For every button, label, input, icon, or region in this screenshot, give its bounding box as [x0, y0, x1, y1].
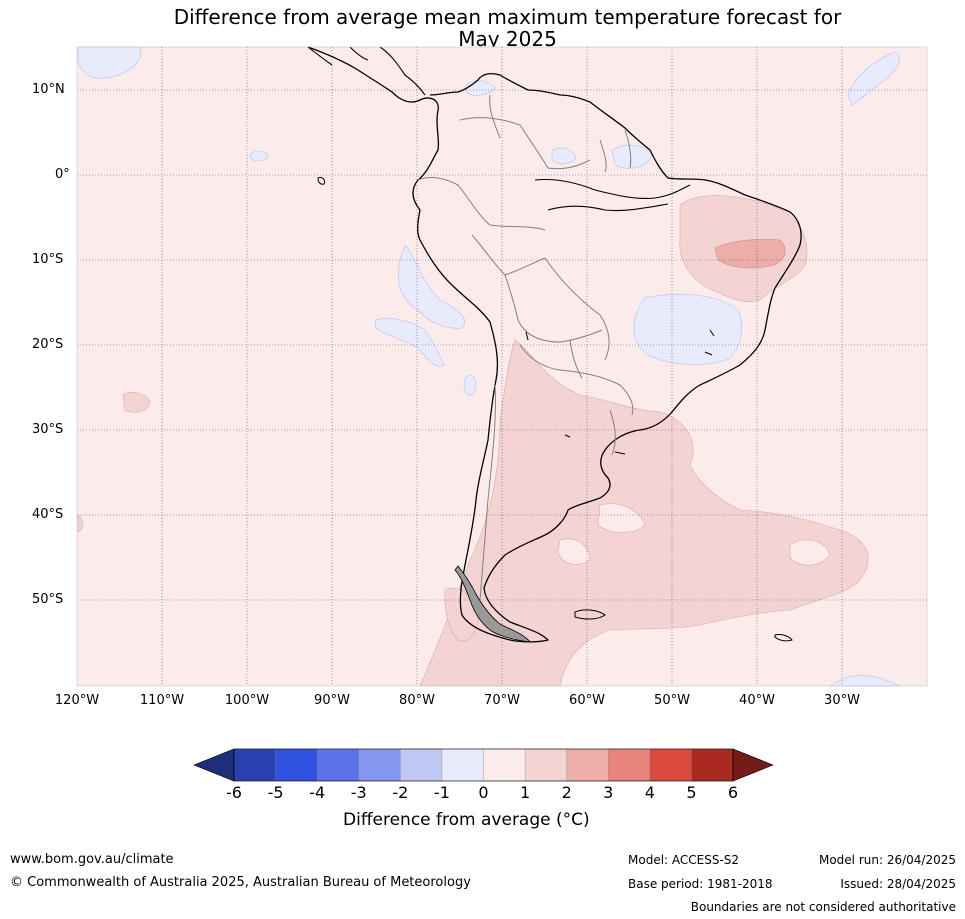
colorbar-segment	[233, 748, 277, 782]
south-america-coastline	[307, 46, 802, 643]
lon-label-100w: 100°W	[224, 693, 270, 708]
lon-label-70w: 70°W	[484, 693, 520, 708]
colorbar-segment	[441, 748, 485, 782]
central-america-coastline	[307, 46, 426, 96]
colorbar-segment	[566, 748, 609, 782]
colorbar-right-arrow	[732, 748, 774, 782]
amazon-river	[534, 178, 691, 212]
lon-label-90w: 90°W	[314, 693, 350, 708]
colorbar-tick-label: 5	[686, 783, 697, 802]
lon-label-120w: 120°W	[54, 693, 100, 708]
neutral-holes	[557, 503, 831, 566]
lon-label-40w: 40°W	[739, 693, 775, 708]
map-title-line1: Difference from average mean maximum tem…	[173, 5, 842, 29]
model-run-text: Model run: 26/04/2025	[818, 853, 956, 867]
lon-label-50w: 50°W	[654, 693, 690, 708]
lon-label-80w: 80°W	[399, 693, 435, 708]
graticule	[77, 47, 927, 686]
colorbar-tick-label: 2	[561, 783, 572, 802]
copyright-text: © Commonwealth of Australia 2025, Austra…	[10, 875, 471, 890]
colorbar-segment	[483, 748, 526, 782]
cool-anomaly-areas	[77, 46, 901, 687]
colorbar-tick-label: -5	[267, 783, 284, 802]
colorbar-segment	[400, 748, 443, 782]
map-title-line2: May 2025	[458, 27, 557, 51]
issued-text: Issued: 28/04/2025	[840, 877, 956, 891]
lat-label-30s: 30°S	[32, 422, 64, 437]
lat-label-10s: 10°S	[32, 252, 64, 267]
website-text: www.bom.gov.au/climate	[10, 852, 174, 867]
colorbar-segment	[691, 748, 734, 782]
model-text: Model: ACCESS-S2	[628, 853, 740, 867]
tierra-del-fuego	[454, 565, 531, 643]
lat-label-20s: 20°S	[32, 337, 64, 352]
lat-label-50s: 50°S	[32, 592, 64, 607]
country-borders	[417, 94, 634, 601]
lat-label-10n: 10°N	[32, 82, 65, 97]
colorbar-frame	[233, 748, 734, 782]
colorbar-tick-label: 3	[603, 783, 614, 802]
base-period-text: Base period: 1981-2018	[628, 877, 773, 891]
map-frame	[76, 46, 928, 687]
colorbar-segment	[524, 748, 568, 782]
colorbar-tick-label: 4	[644, 783, 655, 802]
colorbar-tick-label: -3	[350, 783, 367, 802]
colorbar-tick-label: -4	[309, 783, 326, 802]
colorbar-segment	[608, 748, 651, 782]
warm-anomaly-areas	[77, 195, 869, 687]
lat-label-0: 0°	[55, 167, 70, 182]
lon-label-30w: 30°W	[824, 693, 860, 708]
colorbar-tick-label: -6	[226, 783, 242, 802]
islands	[317, 177, 793, 642]
strong-warm-anomaly	[714, 238, 786, 269]
colorbar-tick-label: -2	[392, 783, 409, 802]
colorbar-tick-label: 1	[519, 783, 531, 802]
colorbar-segments	[233, 748, 734, 782]
lon-label-110w: 110°W	[139, 693, 185, 708]
lat-label-40s: 40°S	[32, 507, 64, 522]
disclaimer-text: Boundaries are not considered authoritat…	[690, 900, 956, 914]
colorbar-tick-label: 0	[478, 783, 489, 802]
colorbar-segment	[649, 748, 693, 782]
colorbar-tick-label: -1	[433, 783, 450, 802]
colorbar-segment	[275, 748, 318, 782]
colorbar-tick-label: 6	[727, 783, 739, 802]
colorbar-label: Difference from average (°C)	[343, 810, 590, 830]
lon-label-60w: 60°W	[569, 693, 605, 708]
colorbar-segment	[358, 748, 402, 782]
colorbar-left-arrow	[193, 748, 235, 782]
colorbar-segment	[316, 748, 360, 782]
